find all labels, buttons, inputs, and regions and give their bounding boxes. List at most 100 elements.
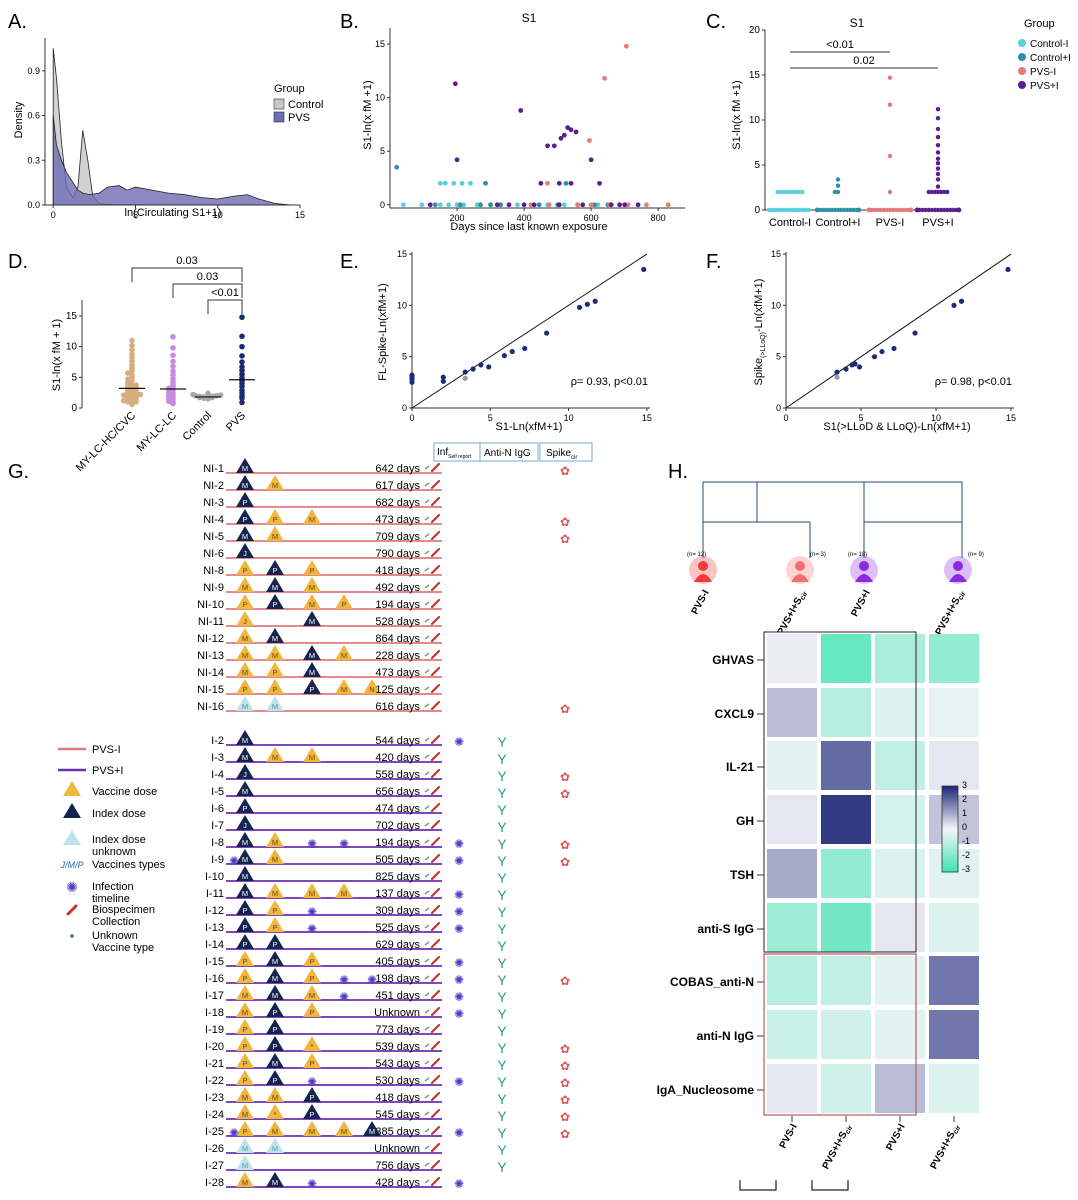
vaccine-dose-icon: [266, 900, 284, 915]
vaccine-type-letter: M: [272, 481, 278, 490]
vaccine-type-letter: M: [242, 668, 248, 677]
vaccine-type-letter: P: [309, 974, 314, 983]
unknown-vaccine-type-icon: [424, 839, 430, 844]
vaccine-type-letter: J: [243, 821, 247, 830]
vaccines-types-label: Vaccines types: [92, 859, 166, 871]
vaccine-type-letter: M: [272, 974, 278, 983]
vaccine-dose-icon: [335, 594, 353, 609]
vaccine-dose-icon: [236, 662, 254, 677]
biospecimen-collection-icon: [430, 921, 441, 932]
point-control-i: [784, 189, 790, 195]
heatmap-cluster-box-bottom: [763, 953, 917, 1116]
point-control+i: [563, 180, 569, 186]
point-my-lc-hc-cvc: [120, 397, 127, 404]
index-dose-unknown-icon: [266, 696, 284, 711]
panel-a-xlabel: ln(Circulating S1+1): [125, 207, 222, 219]
index-dose-icon: [266, 577, 284, 592]
vaccine-type-letter: P: [242, 974, 247, 983]
infection-timeline-icon: ✺: [454, 837, 464, 851]
vaccine-dose-icon: [303, 968, 321, 983]
biospecimen-collection-icon: [430, 785, 441, 796]
panel-e-x-tick-label: 0: [409, 413, 414, 423]
infection-timeline-icon: ✺: [454, 990, 464, 1004]
point-pvs+i: [942, 207, 947, 213]
vaccine-type-letter: M: [309, 1127, 315, 1136]
point-pvs+i: [956, 207, 962, 213]
panel-c-label: C.: [706, 11, 726, 33]
row-id-label: I-5: [211, 786, 224, 798]
panel-c-category-label: Control-I: [769, 217, 811, 229]
pvs-plus-i-line-label: PVS+I: [92, 765, 124, 777]
point-control+i: [457, 202, 463, 208]
unknown-vaccine-type-icon: [424, 584, 430, 589]
panel-b-y-tick-label: 0: [380, 200, 385, 210]
vaccine-type-letter: P: [309, 685, 314, 694]
point-pvs+i: [951, 207, 956, 213]
pvs-minus-i-line-label: PVS-I: [92, 744, 121, 756]
panel-f-x-tick-label: 5: [858, 413, 863, 423]
infection-timeline-icon: ✺: [307, 837, 317, 851]
vaccine-dose-icon: [303, 1053, 321, 1068]
point: [462, 369, 468, 375]
point-pvs+i: [935, 107, 941, 112]
anti-n-igg-icon: Y: [497, 768, 507, 784]
row-id-label: I-25: [205, 1126, 224, 1138]
point-pvs-i: [866, 207, 872, 213]
panel-e-y-tick-label: 10: [397, 300, 407, 310]
vaccine-type-letter: P: [272, 600, 277, 609]
point-control+i: [856, 207, 862, 213]
days-label: 420 days: [375, 752, 420, 764]
panel-b-x-tick-label: 400: [517, 213, 532, 223]
vaccine-type-letter: P: [242, 804, 247, 813]
biospecimen-collection-icon: [430, 1108, 441, 1119]
point-control-i: [797, 207, 802, 213]
panel-b-x-tick-label: 800: [651, 213, 666, 223]
point-pvs+i: [608, 202, 614, 208]
infection-timeline-icon: ✺: [339, 990, 349, 1004]
days-label: 544 days: [375, 735, 420, 747]
point-pvs+i: [929, 189, 934, 195]
days-label: 474 days: [375, 803, 420, 815]
biospecimen-collection-icon: [430, 564, 441, 575]
spike-cir-icon: ✿: [560, 770, 570, 784]
unknown-vaccine-type-icon: [424, 890, 430, 895]
point: [856, 364, 863, 370]
point-control+i: [848, 207, 853, 213]
vaccine-type-letter: M: [242, 855, 248, 864]
index-dose-icon: [266, 1036, 284, 1051]
days-label: 617 days: [375, 480, 420, 492]
point-control-i: [772, 207, 777, 213]
index-dose-icon: [303, 1087, 321, 1102]
vaccine-type-letter: M: [242, 787, 248, 796]
index-dose-unknown-label: Index dose: [92, 834, 146, 846]
panel-a-y-tick-label: 0.0: [27, 200, 40, 210]
vaccine-type-letter: P: [309, 1059, 314, 1068]
row-id-label: I-14: [205, 939, 224, 951]
heatmap-cell: [929, 1010, 979, 1059]
index-dose-icon: [303, 611, 321, 626]
days-label: 709 days: [375, 531, 420, 543]
anti-n-igg-icon: Y: [497, 904, 507, 920]
group-label-sub: cir: [799, 590, 809, 601]
point-pvs: [239, 343, 245, 350]
days-label: 642 days: [375, 463, 420, 475]
infection-timeline-icon: ✺: [454, 905, 464, 919]
biospecimen-collection-icon: [430, 955, 441, 966]
unknown-vaccine-type-icon: [424, 669, 430, 674]
point-pvs+i: [454, 157, 460, 163]
vaccine-type-letter: M: [242, 634, 248, 643]
point-pvs-i: [884, 207, 890, 213]
point-pvs+i: [635, 202, 641, 208]
point-pvs+i: [568, 127, 574, 133]
colorbar-tick-label: 1: [962, 808, 967, 818]
point-control+i: [835, 189, 841, 195]
point-pvs+i: [932, 189, 938, 195]
vaccine-type-letter: J: [243, 770, 247, 779]
vaccine-type-letter: P: [272, 906, 277, 915]
vaccine-dose-icon: [236, 1019, 254, 1034]
point-pvs-i: [894, 207, 899, 213]
point-control: [190, 391, 196, 398]
row-id-label: I-9: [211, 854, 224, 866]
days-label: 629 days: [375, 939, 420, 951]
heatmap-row-label: anti-S IgG: [697, 922, 754, 936]
